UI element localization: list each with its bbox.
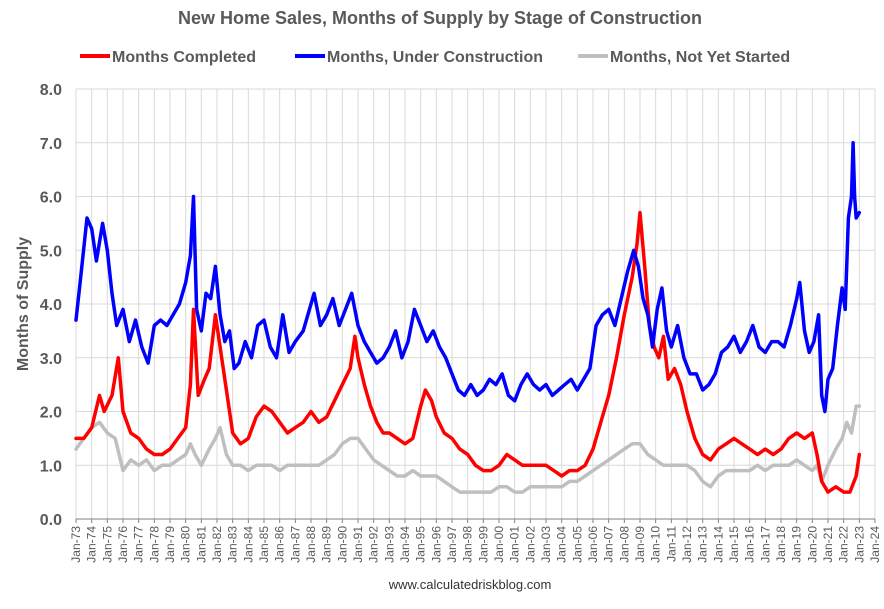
x-tick-label: Jan-16 xyxy=(743,526,757,563)
x-tick-label: Jan-14 xyxy=(711,526,725,563)
x-tick-label: Jan-05 xyxy=(570,526,584,563)
legend-label-not-yet-started: Months, Not Yet Started xyxy=(610,49,790,66)
y-tick-label: 5.0 xyxy=(40,243,62,260)
x-tick-label: Jan-00 xyxy=(492,526,506,563)
x-tick-label: Jan-03 xyxy=(539,526,553,563)
y-tick-label: 2.0 xyxy=(40,405,62,422)
x-tick-label: Jan-88 xyxy=(304,526,318,563)
x-tick-label: Jan-87 xyxy=(288,526,302,563)
x-tick-label: Jan-94 xyxy=(398,526,412,563)
x-tick-label: Jan-80 xyxy=(179,526,193,563)
x-tick-label: Jan-84 xyxy=(241,526,255,563)
chart-title: New Home Sales, Months of Supply by Stag… xyxy=(178,8,702,28)
x-tick-label: Jan-79 xyxy=(163,526,177,563)
y-tick-label: 8.0 xyxy=(40,82,62,99)
x-tick-label: Jan-21 xyxy=(821,526,835,563)
x-tick-label: Jan-96 xyxy=(429,526,443,563)
x-tick-label: Jan-92 xyxy=(367,526,381,563)
x-tick-label: Jan-89 xyxy=(320,526,334,563)
legend-label-under-construction: Months, Under Construction xyxy=(327,49,543,66)
x-tick-label: Jan-22 xyxy=(837,526,851,563)
x-tick-label: Jan-10 xyxy=(649,526,663,563)
x-tick-label: Jan-98 xyxy=(461,526,475,563)
x-axis: Jan-73 Jan-74 Jan-75 Jan-76 Jan-77 Jan-78 Jan-… xyxy=(69,518,882,563)
y-tick-label: 6.0 xyxy=(40,190,62,207)
x-tick-label: Jan-78 xyxy=(147,526,161,563)
x-tick-label: Jan-12 xyxy=(680,526,694,563)
x-tick-label: Jan-86 xyxy=(273,526,287,563)
x-tick-label: Jan-76 xyxy=(116,526,130,563)
y-tick-label: 7.0 xyxy=(40,136,62,153)
x-tick-label: Jan-15 xyxy=(727,526,741,563)
x-tick-label: Jan-09 xyxy=(633,526,647,563)
x-tick-label: Jan-23 xyxy=(852,526,866,563)
x-tick-label: Jan-85 xyxy=(257,526,271,563)
x-tick-label: Jan-18 xyxy=(774,526,788,563)
x-tick-label: Jan-91 xyxy=(351,526,365,563)
x-tick-label: Jan-08 xyxy=(617,526,631,563)
x-tick-label: Jan-17 xyxy=(758,526,772,563)
x-tick-label: Jan-99 xyxy=(476,526,490,563)
y-tick-label: 0.0 xyxy=(40,512,62,529)
y-tick-label: 4.0 xyxy=(40,297,62,314)
x-tick-label: Jan-01 xyxy=(508,526,522,563)
y-axis-label: Months of Supply xyxy=(15,237,32,371)
x-tick-label: Jan-20 xyxy=(805,526,819,563)
series-line-months-under-construction xyxy=(74,141,862,414)
source-credit: www.calculatedriskblog.com xyxy=(388,577,552,592)
x-tick-label: Jan-95 xyxy=(414,526,428,563)
x-tick-label: Jan-02 xyxy=(523,526,537,563)
x-tick-label: Jan-11 xyxy=(664,526,678,562)
x-tick-label: Jan-93 xyxy=(382,526,396,563)
legend: Months Completed Months, Under Construct… xyxy=(80,49,790,66)
series-line-months-completed xyxy=(74,210,862,494)
x-tick-label: Jan-19 xyxy=(790,526,804,563)
legend-label-completed: Months Completed xyxy=(112,49,256,66)
x-tick-label: Jan-75 xyxy=(100,526,114,563)
series-line-months-not-yet-started xyxy=(74,404,862,494)
x-tick-label: Jan-04 xyxy=(555,526,569,563)
x-tick-label: Jan-77 xyxy=(132,526,146,563)
x-tick-label: Jan-90 xyxy=(335,526,349,563)
x-tick-label: Jan-81 xyxy=(194,526,208,563)
x-tick-label: Jan-83 xyxy=(226,526,240,563)
x-tick-label: Jan-07 xyxy=(602,526,616,563)
y-tick-label: 3.0 xyxy=(40,351,62,368)
series-layer xyxy=(74,141,862,494)
x-tick-label: Jan-82 xyxy=(210,526,224,563)
x-tick-label: Jan-06 xyxy=(586,526,600,563)
x-tick-label: Jan-13 xyxy=(696,526,710,563)
y-axis: 0.0 1.0 2.0 3.0 4.0 5.0 6.0 7.0 8.0 xyxy=(40,82,62,529)
x-tick-label: Jan-97 xyxy=(445,526,459,563)
y-tick-label: 1.0 xyxy=(40,458,62,475)
x-tick-label: Jan-74 xyxy=(85,526,99,563)
x-tick-label: Jan-24 xyxy=(868,526,882,563)
x-tick-label: Jan-73 xyxy=(69,526,83,563)
